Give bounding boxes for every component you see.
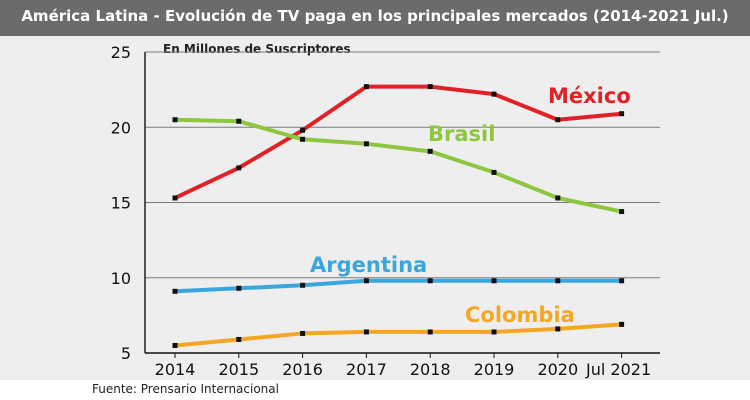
y-tick-label: 15 (111, 194, 131, 213)
data-point (236, 336, 242, 342)
x-tick-label: 2014 (155, 360, 196, 379)
data-point (172, 342, 178, 348)
chart-title: América Latina - Evolución de TV paga en… (21, 7, 729, 25)
data-point (300, 127, 306, 133)
x-tick-label: 2017 (346, 360, 387, 379)
data-point (172, 195, 178, 201)
x-tick-label: 2016 (282, 360, 323, 379)
data-point (491, 91, 497, 97)
data-point (427, 278, 433, 284)
series-label: Colombia (465, 303, 575, 327)
series-line-1 (173, 117, 624, 214)
data-point (427, 148, 433, 154)
data-point (236, 285, 242, 291)
data-point (555, 278, 561, 284)
data-point (236, 118, 242, 124)
x-tick-label: 2019 (474, 360, 515, 379)
data-point (491, 169, 497, 175)
x-tick-label: 2020 (537, 360, 578, 379)
data-point (619, 278, 625, 284)
y-tick-label: 5 (121, 344, 131, 363)
data-point (555, 117, 561, 123)
data-point (300, 136, 306, 142)
data-point (172, 288, 178, 294)
data-point (300, 282, 306, 288)
series-line-0 (173, 84, 624, 200)
y-tick-label: 20 (111, 118, 131, 137)
y-tick-label: 10 (111, 269, 131, 288)
data-point (491, 278, 497, 284)
plot-background (0, 36, 750, 380)
data-point (427, 84, 433, 90)
data-point (172, 117, 178, 123)
data-point (427, 329, 433, 335)
data-point (619, 209, 625, 215)
data-point (363, 84, 369, 90)
title-bar: América Latina - Evolución de TV paga en… (0, 0, 750, 36)
data-point (300, 330, 306, 336)
data-point (363, 329, 369, 335)
data-point (555, 195, 561, 201)
x-tick-label: 2015 (218, 360, 259, 379)
series-label: México (548, 84, 631, 108)
y-tick-label: 25 (111, 43, 131, 62)
data-point (363, 278, 369, 284)
x-tick-label: 2018 (410, 360, 451, 379)
data-point (619, 321, 625, 327)
series-line-2 (173, 278, 624, 294)
data-point (236, 165, 242, 171)
data-point (619, 111, 625, 117)
series-line-3 (173, 322, 624, 348)
data-point (491, 329, 497, 335)
series-label: Argentina (310, 253, 427, 277)
data-point (363, 141, 369, 147)
source-note: Fuente: Prensario Internacional (92, 382, 279, 396)
x-tick-label: Jul 2021 (585, 360, 651, 379)
series-label: Brasil (428, 122, 495, 146)
data-point (555, 326, 561, 332)
